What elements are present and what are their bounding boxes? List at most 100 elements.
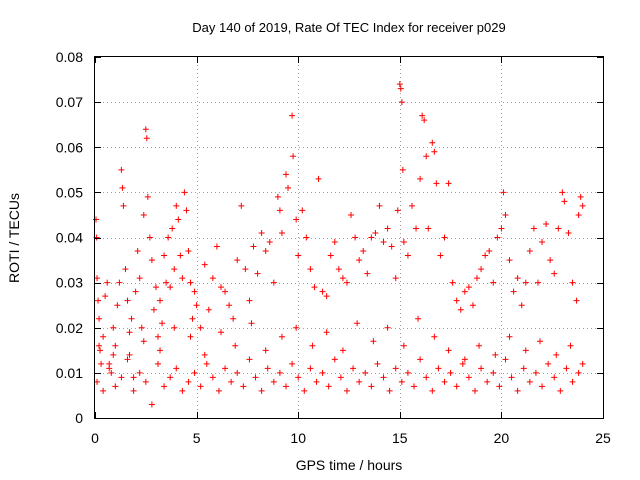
data-point xyxy=(240,383,247,390)
data-point xyxy=(561,198,568,205)
data-point xyxy=(557,387,564,394)
data-point xyxy=(299,207,306,214)
data-point xyxy=(339,347,346,354)
data-point xyxy=(411,383,418,390)
data-point xyxy=(163,279,170,286)
chart-title: Day 140 of 2019, Rate Of TEC Index for r… xyxy=(192,20,505,35)
data-point xyxy=(148,257,155,264)
data-point xyxy=(230,315,237,322)
data-point xyxy=(433,180,440,187)
data-point xyxy=(431,148,438,155)
data-point xyxy=(465,284,472,291)
x-tick-label: 10 xyxy=(290,430,306,446)
data-point xyxy=(140,211,147,218)
data-point xyxy=(120,202,127,209)
data-point xyxy=(183,207,190,214)
data-point xyxy=(122,266,129,273)
data-point xyxy=(526,248,533,255)
data-point xyxy=(415,315,422,322)
data-point xyxy=(579,360,586,367)
data-point xyxy=(114,302,121,309)
data-point xyxy=(419,112,426,119)
y-tick-label: 0.01 xyxy=(56,365,83,381)
data-point xyxy=(161,383,168,390)
data-point xyxy=(575,369,582,376)
data-point xyxy=(157,347,164,354)
y-tick-label: 0.02 xyxy=(56,320,83,336)
data-point xyxy=(134,248,141,255)
data-point xyxy=(376,202,383,209)
data-point xyxy=(201,351,208,358)
data-point xyxy=(258,387,265,394)
data-point xyxy=(110,351,117,358)
data-point xyxy=(478,266,485,273)
data-point xyxy=(311,284,318,291)
data-point xyxy=(289,112,296,119)
data-point xyxy=(136,275,143,282)
data-point xyxy=(124,356,131,363)
data-point xyxy=(142,378,149,385)
data-point xyxy=(545,360,552,367)
data-point xyxy=(431,333,438,340)
data-point xyxy=(293,216,300,223)
data-point xyxy=(222,288,229,295)
data-point xyxy=(356,257,363,264)
data-point xyxy=(130,374,137,381)
data-point xyxy=(193,302,200,309)
y-tick-label: 0 xyxy=(75,410,83,426)
data-point xyxy=(384,225,391,232)
data-point xyxy=(429,387,436,394)
data-point xyxy=(96,342,103,349)
data-point xyxy=(191,369,198,376)
data-point xyxy=(453,383,460,390)
data-point xyxy=(435,365,442,372)
x-tick-label: 25 xyxy=(595,430,611,446)
data-point xyxy=(331,356,338,363)
data-point xyxy=(187,333,194,340)
x-tick-label: 0 xyxy=(91,430,99,446)
data-point xyxy=(399,166,406,173)
data-point xyxy=(110,324,117,331)
data-point xyxy=(413,225,420,232)
data-point xyxy=(429,139,436,146)
data-point xyxy=(177,252,184,259)
data-point xyxy=(150,306,157,313)
data-point xyxy=(356,378,363,385)
data-point xyxy=(112,342,119,349)
data-point xyxy=(526,378,533,385)
data-point xyxy=(97,347,104,354)
data-point xyxy=(119,184,126,191)
data-point xyxy=(98,360,105,367)
data-point xyxy=(392,365,399,372)
data-point xyxy=(140,338,147,345)
y-tick-label: 0.06 xyxy=(56,139,83,155)
data-point xyxy=(278,333,285,340)
data-point xyxy=(386,387,393,394)
data-point xyxy=(522,279,529,286)
data-point xyxy=(543,220,550,227)
data-point xyxy=(565,229,572,236)
data-point xyxy=(213,243,220,250)
data-point xyxy=(388,243,395,250)
data-point xyxy=(276,369,283,376)
data-point xyxy=(94,275,101,282)
data-point xyxy=(530,225,537,232)
data-point xyxy=(173,202,180,209)
data-point xyxy=(295,374,302,381)
data-point xyxy=(283,383,290,390)
data-point xyxy=(132,288,139,295)
data-point xyxy=(394,207,401,214)
data-point xyxy=(165,234,172,241)
data-point xyxy=(246,297,253,304)
data-point xyxy=(398,99,405,106)
data-point xyxy=(289,360,296,367)
data-point xyxy=(126,329,133,336)
data-point xyxy=(185,248,192,255)
data-point xyxy=(124,297,131,304)
data-point xyxy=(295,252,302,259)
data-point xyxy=(476,342,483,349)
data-point xyxy=(222,365,229,372)
axis-ticks xyxy=(95,57,604,419)
data-point xyxy=(187,279,194,286)
data-point xyxy=(246,356,253,363)
